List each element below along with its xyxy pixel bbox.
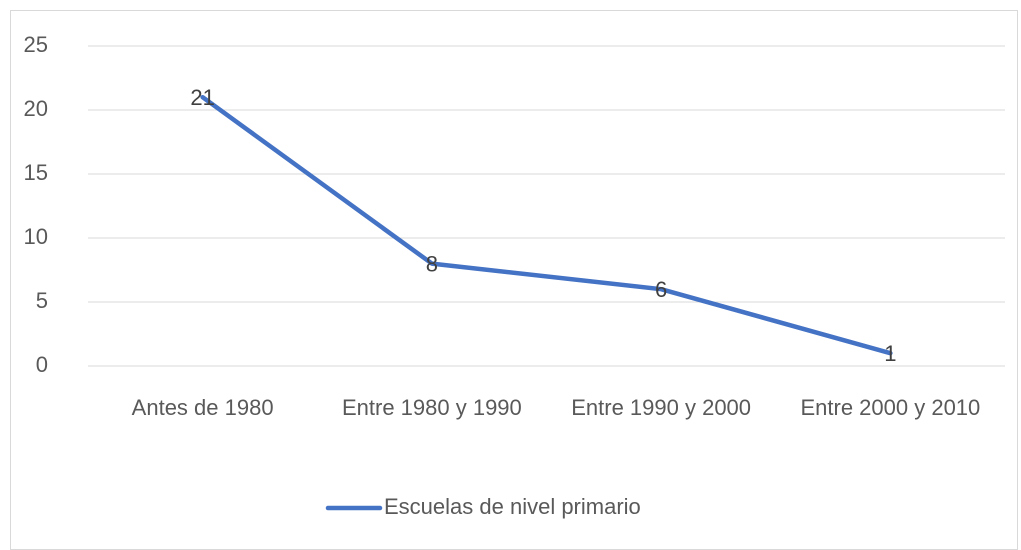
y-tick-label: 15 bbox=[24, 160, 48, 185]
y-tick-label: 5 bbox=[36, 288, 48, 313]
x-tick-label: Antes de 1980 bbox=[131, 395, 274, 420]
x-tick-label: Entre 1990 y 2000 bbox=[571, 395, 752, 420]
data-label: 8 bbox=[426, 251, 438, 276]
y-tick-label: 0 bbox=[36, 352, 48, 377]
series-line bbox=[200, 94, 893, 356]
data-label: 6 bbox=[655, 277, 667, 302]
y-tick-label: 25 bbox=[24, 32, 48, 57]
legend-label: Escuelas de nivel primario bbox=[384, 494, 641, 519]
y-tick-label: 10 bbox=[24, 224, 48, 249]
x-tick-label: Entre 1980 y 1990 bbox=[341, 395, 522, 420]
x-tick-label: Entre 2000 y 2010 bbox=[800, 395, 981, 420]
data-label: 1 bbox=[884, 341, 896, 366]
data-label: 21 bbox=[190, 85, 214, 110]
y-tick-label: 20 bbox=[24, 96, 48, 121]
